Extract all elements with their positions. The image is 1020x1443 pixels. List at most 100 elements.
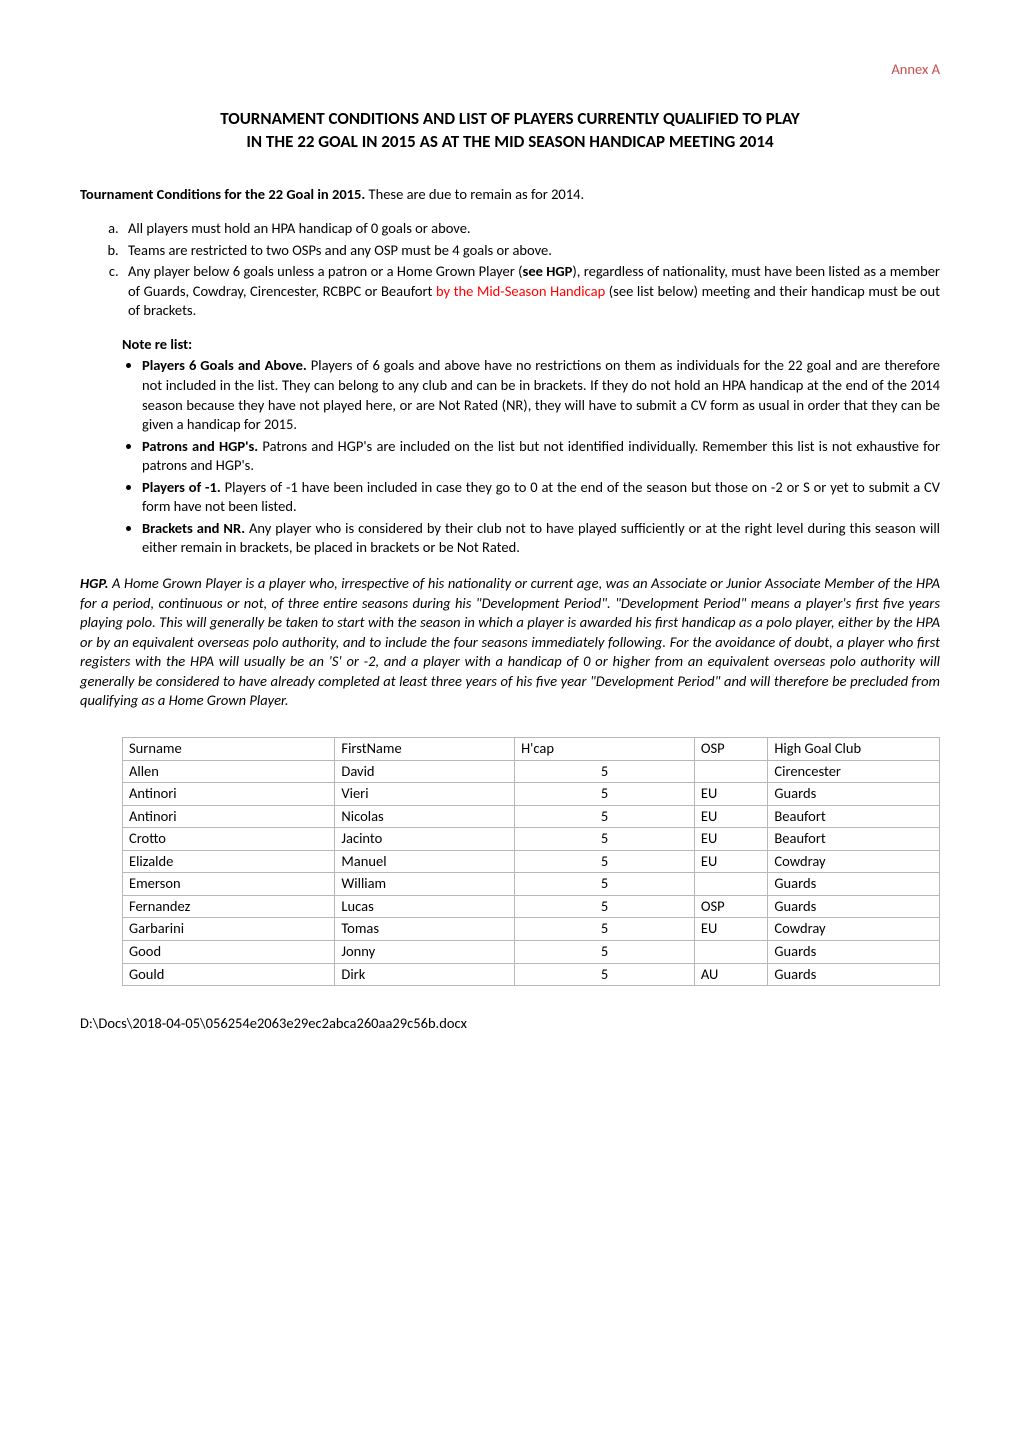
table-cell: 5: [515, 918, 695, 941]
notes-list: Players 6 Goals and Above. Players of 6 …: [80, 356, 940, 558]
table-cell: Guards: [768, 941, 940, 964]
table-row: FernandezLucas5OSPGuards: [123, 895, 940, 918]
table-row: AntinoriNicolas5EUBeaufort: [123, 805, 940, 828]
table-cell: 5: [515, 828, 695, 851]
note-4: Brackets and NR. Any player who is consi…: [142, 519, 940, 558]
table-row: AntinoriVieri5EUGuards: [123, 783, 940, 806]
table-row: GarbariniTomas5EUCowdray: [123, 918, 940, 941]
players-tbody: AllenDavid5CirencesterAntinoriVieri5EUGu…: [123, 760, 940, 986]
table-cell: Jacinto: [335, 828, 515, 851]
table-row: EmersonWilliam5 Guards: [123, 873, 940, 896]
title-line-1: TOURNAMENT CONDITIONS AND LIST OF PLAYER…: [220, 108, 800, 129]
table-cell: EU: [694, 783, 768, 806]
table-cell: 5: [515, 895, 695, 918]
hgp-text: A Home Grown Player is a player who, irr…: [80, 574, 940, 709]
table-cell: Antinori: [123, 805, 335, 828]
table-cell: 5: [515, 760, 695, 783]
players-header-row: SurnameFirstNameH'capOSPHigh Goal Club: [123, 737, 940, 760]
conditions-list: All players must hold an HPA handicap of…: [80, 219, 940, 321]
table-cell: [694, 760, 768, 783]
table-cell: Beaufort: [768, 828, 940, 851]
table-cell: Guards: [768, 963, 940, 986]
condition-c-part1: Any player below 6 goals unless a patron…: [128, 262, 523, 280]
table-cell: 5: [515, 805, 695, 828]
table-cell: EU: [694, 828, 768, 851]
annex-label: Annex A: [80, 60, 940, 80]
note-1-bold: Players 6 Goals and Above.: [142, 356, 307, 374]
table-cell: EU: [694, 805, 768, 828]
table-header-cell: FirstName: [335, 737, 515, 760]
table-cell: Guards: [768, 895, 940, 918]
table-cell: Dirk: [335, 963, 515, 986]
table-cell: Gould: [123, 963, 335, 986]
table-cell: AU: [694, 963, 768, 986]
condition-b: Teams are restricted to two OSPs and any…: [122, 241, 940, 261]
title-line-2: IN THE 22 GOAL IN 2015 AS AT THE MID SEA…: [246, 131, 773, 152]
note-3-bold: Players of -1.: [142, 478, 221, 496]
table-row: GoodJonny5 Guards: [123, 941, 940, 964]
table-cell: Guards: [768, 783, 940, 806]
condition-c-bold: see HGP: [523, 262, 573, 280]
table-cell: Antinori: [123, 783, 335, 806]
players-table: SurnameFirstNameH'capOSPHigh Goal Club A…: [122, 737, 940, 986]
table-cell: 5: [515, 963, 695, 986]
table-header-cell: High Goal Club: [768, 737, 940, 760]
table-header-cell: OSP: [694, 737, 768, 760]
table-cell: Jonny: [335, 941, 515, 964]
condition-c: Any player below 6 goals unless a patron…: [122, 262, 940, 321]
table-row: CrottoJacinto5EUBeaufort: [123, 828, 940, 851]
conditions-intro-bold: Tournament Conditions for the 22 Goal in…: [80, 185, 365, 203]
table-cell: Manuel: [335, 850, 515, 873]
table-cell: Good: [123, 941, 335, 964]
note-4-bold: Brackets and NR.: [142, 519, 245, 537]
hgp-bold: HGP.: [80, 574, 108, 592]
table-cell: William: [335, 873, 515, 896]
table-row: ElizaldeManuel5EUCowdray: [123, 850, 940, 873]
footer-path: D:\Docs\2018-04-05\056254e2063e29ec2abca…: [80, 1014, 940, 1034]
table-cell: Guards: [768, 873, 940, 896]
table-cell: EU: [694, 918, 768, 941]
table-cell: Nicolas: [335, 805, 515, 828]
table-cell: Tomas: [335, 918, 515, 941]
table-cell: David: [335, 760, 515, 783]
table-cell: Cowdray: [768, 918, 940, 941]
table-header-cell: H'cap: [515, 737, 695, 760]
page-title: TOURNAMENT CONDITIONS AND LIST OF PLAYER…: [80, 108, 940, 154]
table-cell: Elizalde: [123, 850, 335, 873]
note-heading: Note re list:: [122, 335, 940, 355]
conditions-intro-rest: These are due to remain as for 2014.: [365, 185, 584, 203]
table-cell: Cirencester: [768, 760, 940, 783]
note-1: Players 6 Goals and Above. Players of 6 …: [142, 356, 940, 434]
condition-a: All players must hold an HPA handicap of…: [122, 219, 940, 239]
note-2-bold: Patrons and HGP's.: [142, 437, 258, 455]
table-cell: 5: [515, 873, 695, 896]
table-cell: Cowdray: [768, 850, 940, 873]
table-cell: Allen: [123, 760, 335, 783]
players-thead: SurnameFirstNameH'capOSPHigh Goal Club: [123, 737, 940, 760]
table-cell: 5: [515, 850, 695, 873]
table-cell: Lucas: [335, 895, 515, 918]
note-2-text: Patrons and HGP's are included on the li…: [142, 437, 940, 475]
table-cell: 5: [515, 783, 695, 806]
table-cell: Fernandez: [123, 895, 335, 918]
table-cell: [694, 941, 768, 964]
table-header-cell: Surname: [123, 737, 335, 760]
table-cell: 5: [515, 941, 695, 964]
table-row: GouldDirk5AUGuards: [123, 963, 940, 986]
note-3: Players of -1. Players of -1 have been i…: [142, 478, 940, 517]
table-cell: Emerson: [123, 873, 335, 896]
note-4-text: Any player who is considered by their cl…: [142, 519, 940, 557]
condition-c-red: by the Mid-Season Handicap: [436, 282, 605, 300]
table-cell: Beaufort: [768, 805, 940, 828]
hgp-definition: HGP. A Home Grown Player is a player who…: [80, 574, 940, 711]
table-cell: EU: [694, 850, 768, 873]
table-cell: [694, 873, 768, 896]
note-3-text: Players of -1 have been included in case…: [142, 478, 940, 516]
table-cell: OSP: [694, 895, 768, 918]
table-cell: Garbarini: [123, 918, 335, 941]
note-2: Patrons and HGP's. Patrons and HGP's are…: [142, 437, 940, 476]
table-cell: Vieri: [335, 783, 515, 806]
table-cell: Crotto: [123, 828, 335, 851]
conditions-intro: Tournament Conditions for the 22 Goal in…: [80, 185, 940, 205]
table-row: AllenDavid5 Cirencester: [123, 760, 940, 783]
